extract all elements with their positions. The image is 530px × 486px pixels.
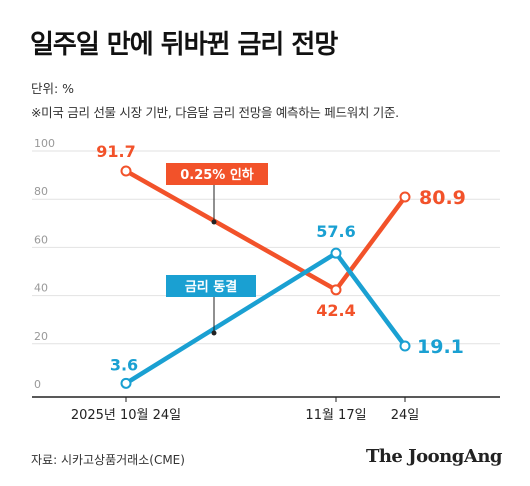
unit-note: 단위: % (31, 81, 75, 96)
y-tick-label: 0 (34, 378, 41, 391)
x-tick-label: 24일 (391, 408, 420, 423)
y-tick-label: 80 (34, 185, 48, 198)
brand-logo: The JoongAng (365, 446, 503, 467)
series-tag-box (166, 163, 268, 185)
chart-title: 일주일 만에 뒤바뀐 금리 전망 (30, 30, 338, 60)
y-tick-label: 100 (34, 137, 55, 150)
tag-leader-dot (211, 330, 217, 336)
y-tick-label: 60 (34, 233, 48, 246)
data-label: 3.6 (110, 355, 138, 374)
data-label: 57.6 (316, 222, 355, 241)
series-line (123, 168, 408, 293)
data-label: 19.1 (417, 336, 464, 358)
x-tick-label: 11월 17일 (305, 408, 366, 423)
data-point (399, 191, 411, 203)
y-tick-label: 20 (34, 330, 48, 343)
data-point (120, 165, 132, 177)
description-note: ※미국 금리 선물 시장 기반, 다음달 금리 전망을 예측하는 페드워치 기준… (31, 105, 399, 120)
data-point (399, 340, 411, 352)
tag-leader-dot (211, 219, 217, 225)
data-label: 91.7 (96, 142, 135, 161)
series-tag-label: 금리 동결 (185, 279, 237, 295)
series-line (123, 250, 408, 386)
series-tag-box (166, 275, 256, 297)
data-point (330, 247, 342, 259)
x-tick-label: 2025년 10월 24일 (71, 408, 181, 423)
data-label: 42.4 (316, 301, 355, 320)
y-tick-label: 40 (34, 282, 48, 295)
series-tag-label: 0.25% 인하 (180, 167, 254, 183)
data-label: 80.9 (419, 187, 466, 209)
data-point (330, 284, 342, 296)
data-point (120, 377, 132, 389)
source-note: 자료: 시카고상품거래소(CME) (31, 453, 185, 467)
